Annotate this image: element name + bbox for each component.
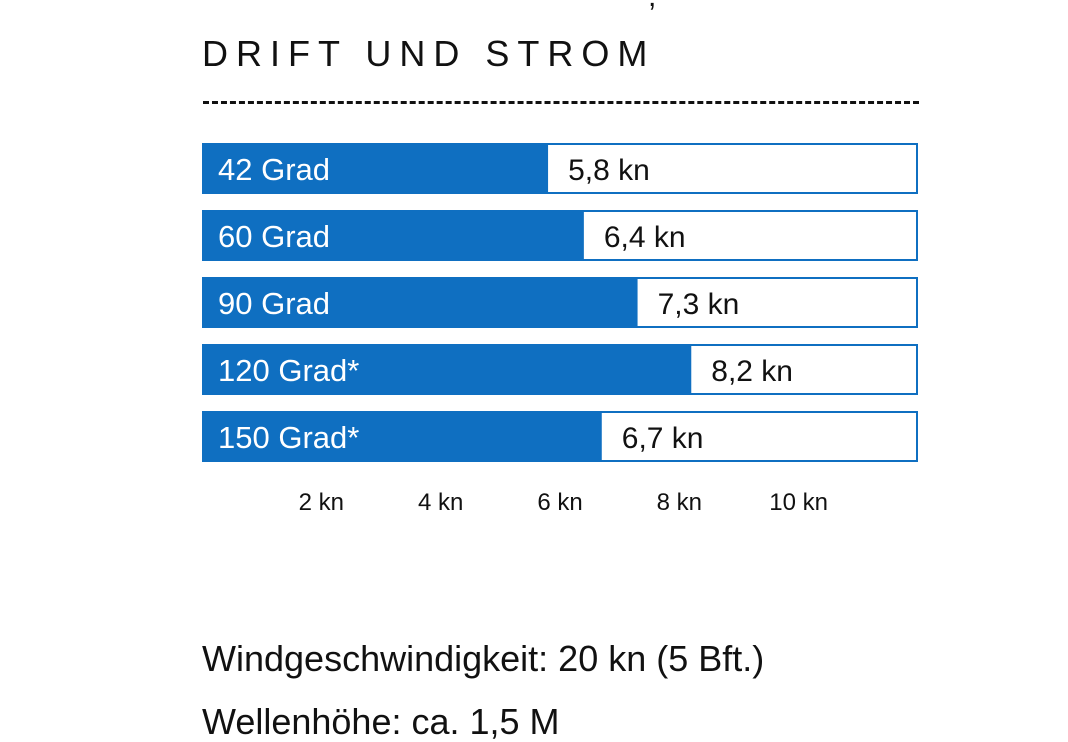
x-tick-label: 4 kn [418,489,463,516]
data-label: 8,2 kn [711,355,793,388]
data-label: 6,7 kn [622,422,704,455]
category-label: 42 Grad [218,152,330,187]
page: , DRIFT UND STROM 42 Grad 5,8 kn 60 Grad 6,… [202,0,919,740]
category-label: 120 Grad* [218,353,359,388]
bar-chart: 42 Grad 5,8 kn 60 Grad 6,4 kn 90 Grad 7,3 kn 1… [202,143,918,516]
x-tick-label: 8 kn [657,489,702,516]
data-label: 5,8 kn [568,154,650,187]
bar [202,277,638,328]
wind-speed-text: Windgeschwindigkeit: 20 kn (5 Bft.) [202,638,765,679]
bar [202,210,584,261]
cropped-text-fragment: , [648,0,656,12]
category-label: 60 Grad [218,219,330,254]
bar [202,411,602,462]
x-tick-label: 6 kn [537,489,582,516]
category-label: 150 Grad* [218,420,359,455]
dashed-divider [203,101,919,104]
wave-height-text: Wellenhöhe: ca. 1,5 M [202,701,560,742]
page-title: DRIFT UND STROM [202,33,656,74]
bar [202,143,549,194]
x-tick-label: 2 kn [299,489,344,516]
x-tick-label: 10 kn [769,489,828,516]
data-label: 7,3 kn [658,288,740,321]
data-label: 6,4 kn [604,221,686,254]
category-label: 90 Grad [218,286,330,321]
bar [202,344,692,395]
